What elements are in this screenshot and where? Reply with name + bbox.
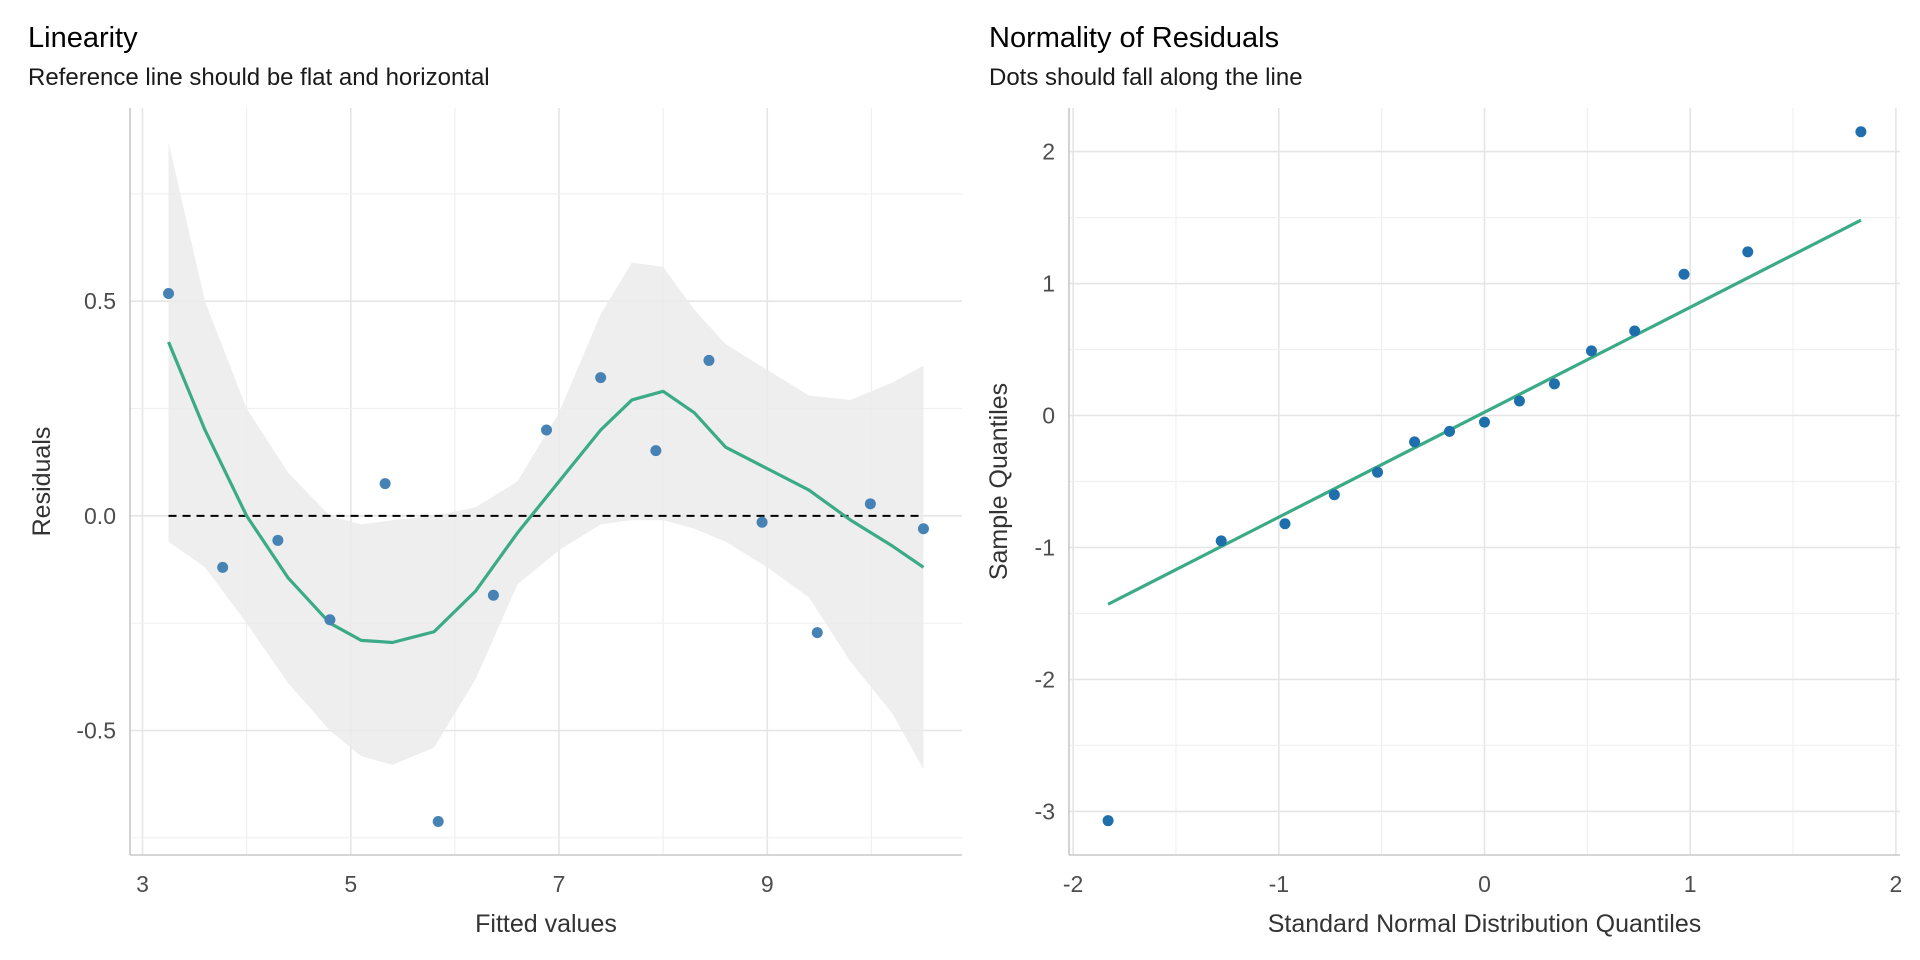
data-point <box>1444 425 1456 437</box>
x-axis-label: Fitted values <box>475 910 617 938</box>
chart-subtitle: Reference line should be flat and horizo… <box>28 64 490 91</box>
linearity-panel: Linearity Reference line should be flat … <box>28 22 962 938</box>
data-point <box>595 372 607 384</box>
data-point <box>1585 345 1597 357</box>
chart-subtitle: Dots should fall along the line <box>989 64 1303 91</box>
data-point <box>379 478 391 490</box>
data-point <box>272 534 284 546</box>
qq-reference-line <box>1107 218 1862 606</box>
y-tick-label: -0.5 <box>76 718 116 744</box>
data-point <box>917 523 929 535</box>
y-tick-label: -1 <box>1035 534 1055 560</box>
data-point <box>1548 378 1560 390</box>
normality-panel: Normality of Residuals Dots should fall … <box>985 0 1920 960</box>
data-point <box>1279 518 1291 530</box>
grid <box>1069 108 1900 855</box>
y-tick-label: -3 <box>1035 798 1055 824</box>
data-point <box>487 589 499 601</box>
x-tick-label: 1 <box>1684 871 1697 897</box>
x-tick-label: 2 <box>1889 871 1902 897</box>
x-tick-label: -1 <box>1269 871 1289 897</box>
x-tick-label: -2 <box>1063 871 1083 897</box>
y-tick-label: -2 <box>1035 666 1055 692</box>
data-point <box>650 445 662 457</box>
data-point <box>1855 126 1867 138</box>
x-axis-label: Standard Normal Distribution Quantiles <box>1268 910 1702 938</box>
y-tick-label: 0.5 <box>84 288 116 314</box>
x-tick-label: 0 <box>1478 871 1491 897</box>
linearity-plot: 3 5 7 9 -0.5 0.0 0.5 Fitted values Residuals <box>28 108 962 938</box>
loess-smooth-line <box>167 341 925 645</box>
data-point <box>1328 489 1340 501</box>
data-point <box>703 354 715 366</box>
data-point <box>432 816 444 828</box>
data-point <box>1513 395 1525 407</box>
data-point <box>1409 436 1421 448</box>
data-point <box>1102 815 1114 827</box>
y-axis-label: Residuals <box>28 427 56 537</box>
y-tick-label: 1 <box>1042 271 1055 297</box>
data-point <box>1742 246 1754 258</box>
x-tick-label: 9 <box>761 871 774 897</box>
chart-title: Normality of Residuals <box>989 22 1280 54</box>
data-point <box>1629 325 1641 337</box>
data-point <box>1678 268 1690 280</box>
x-tick-label: 3 <box>136 871 149 897</box>
y-axis-label: Sample Quantiles <box>985 383 1013 580</box>
confidence-band <box>168 142 924 770</box>
data-point <box>811 627 823 639</box>
normality-plot: -2 -1 0 1 2 -3 -2 -1 0 1 2 Standard Normal Distribu… <box>985 108 1902 938</box>
data-point <box>541 424 553 436</box>
y-tick-label: 0.0 <box>84 503 116 529</box>
chart-title: Linearity <box>28 22 138 54</box>
data-point <box>163 287 175 299</box>
y-tick-label: 0 <box>1042 403 1055 429</box>
data-point <box>864 498 876 510</box>
data-point <box>1215 535 1227 547</box>
x-tick-label: 7 <box>553 871 566 897</box>
x-tick-label: 5 <box>344 871 357 897</box>
data-point <box>756 516 768 528</box>
data-point <box>217 561 229 573</box>
y-tick-label: 2 <box>1042 139 1055 165</box>
data-point <box>324 614 336 626</box>
data-point <box>1479 416 1490 428</box>
data-point <box>1372 466 1384 478</box>
